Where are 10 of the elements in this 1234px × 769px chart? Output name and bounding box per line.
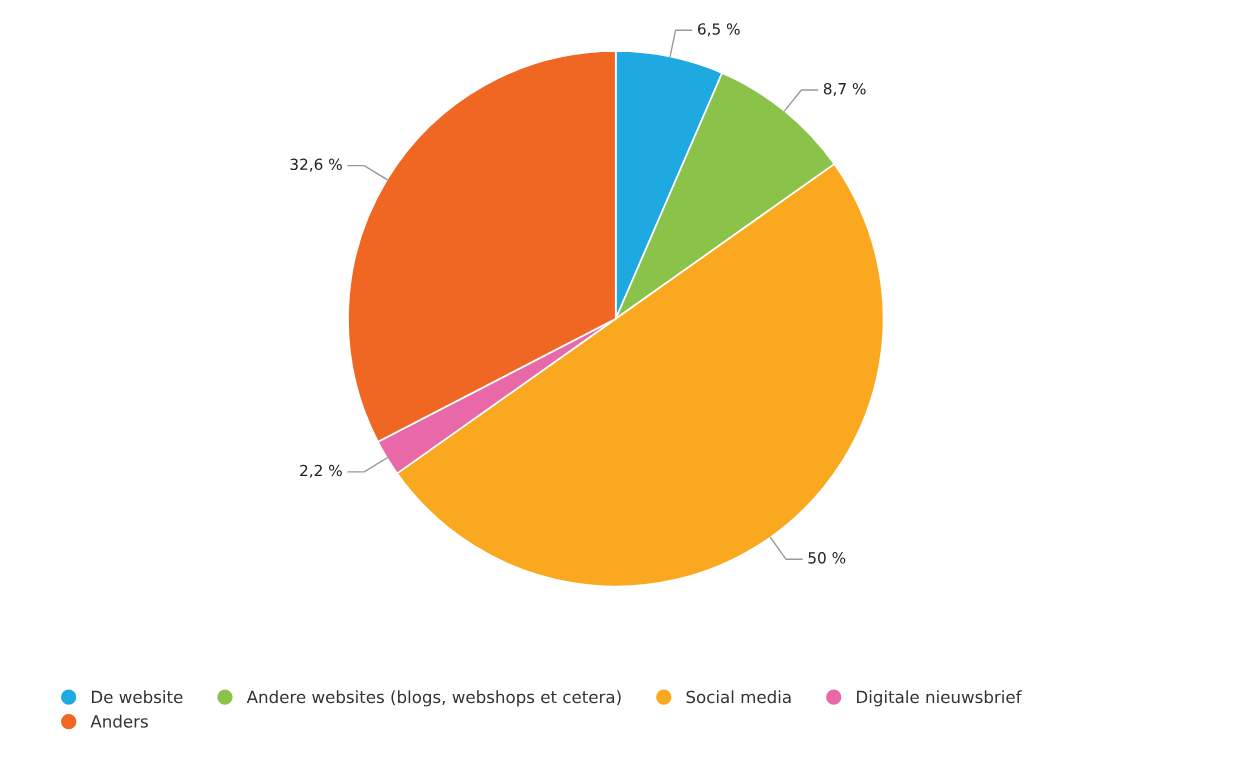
data-label: 50 % — [808, 552, 846, 564]
data-label: 8,7 % — [823, 82, 866, 97]
legend-label: Andere websites (blogs, webshops et cetera) — [246, 690, 621, 707]
legend-label: Digitale nieuwsbrief — [857, 690, 1022, 707]
data-label: 32,6 % — [290, 158, 342, 172]
data-label: 2,2 % — [300, 464, 342, 478]
legend-label: Social media — [686, 690, 791, 704]
data-label: 6,5 % — [697, 23, 740, 37]
legend-label: Anders — [90, 714, 148, 728]
legend-label: De website — [91, 690, 183, 704]
